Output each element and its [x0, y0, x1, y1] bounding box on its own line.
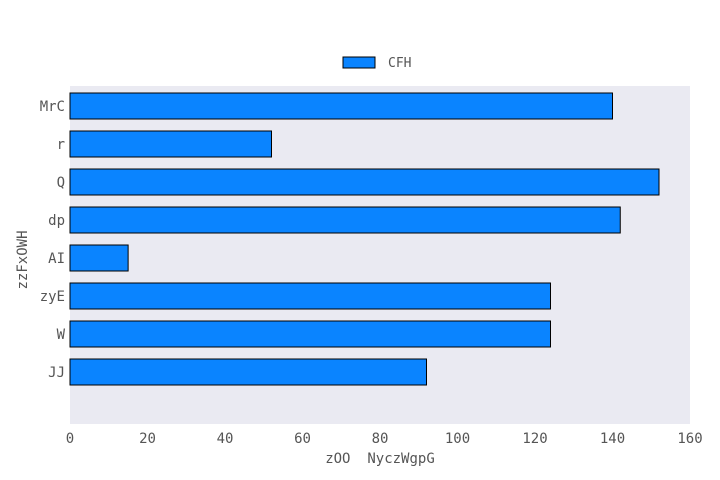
- y-tick-label-mrc: MrC: [40, 99, 65, 115]
- legend-swatch-cfh: [342, 56, 376, 69]
- bar-dp: [69, 206, 621, 234]
- bar-mrc: [69, 92, 613, 120]
- x-tick-label-160: 160: [677, 431, 702, 447]
- bar-r: [69, 130, 272, 158]
- y-tick-label-ai: AI: [48, 251, 65, 267]
- y-tick-label-q: Q: [57, 175, 65, 191]
- bar-w: [69, 320, 551, 348]
- bar-jj: [69, 358, 427, 386]
- y-axis-title: zzFxOWH: [15, 230, 31, 289]
- y-tick-label-dp: dp: [48, 213, 65, 229]
- bars-group: [69, 92, 660, 386]
- x-tick-label-40: 40: [217, 431, 234, 447]
- x-tick-label-100: 100: [445, 431, 470, 447]
- x-tick-label-140: 140: [600, 431, 625, 447]
- bar-q: [69, 168, 660, 196]
- legend: CFH: [342, 56, 411, 71]
- x-tick-label-80: 80: [372, 431, 389, 447]
- x-tick-labels: 0 20 40 60 80 100 120 140 160: [66, 431, 703, 447]
- x-tick-label-20: 20: [139, 431, 156, 447]
- x-axis-title: zOO NyczWgpG: [325, 451, 435, 467]
- y-tick-label-r: r: [57, 137, 65, 153]
- x-tick-label-0: 0: [66, 431, 74, 447]
- x-tick-label-60: 60: [294, 431, 311, 447]
- y-tick-label-jj: JJ: [48, 365, 65, 381]
- bar-ai: [69, 244, 129, 272]
- legend-label-cfh: CFH: [388, 56, 411, 71]
- x-tick-label-120: 120: [522, 431, 547, 447]
- y-tick-label-w: W: [57, 327, 66, 343]
- y-tick-labels: MrC r Qdp AI zyE W JJ: [40, 99, 66, 381]
- bar-zye: [69, 282, 551, 310]
- y-tick-label-zye: zyE: [40, 289, 65, 305]
